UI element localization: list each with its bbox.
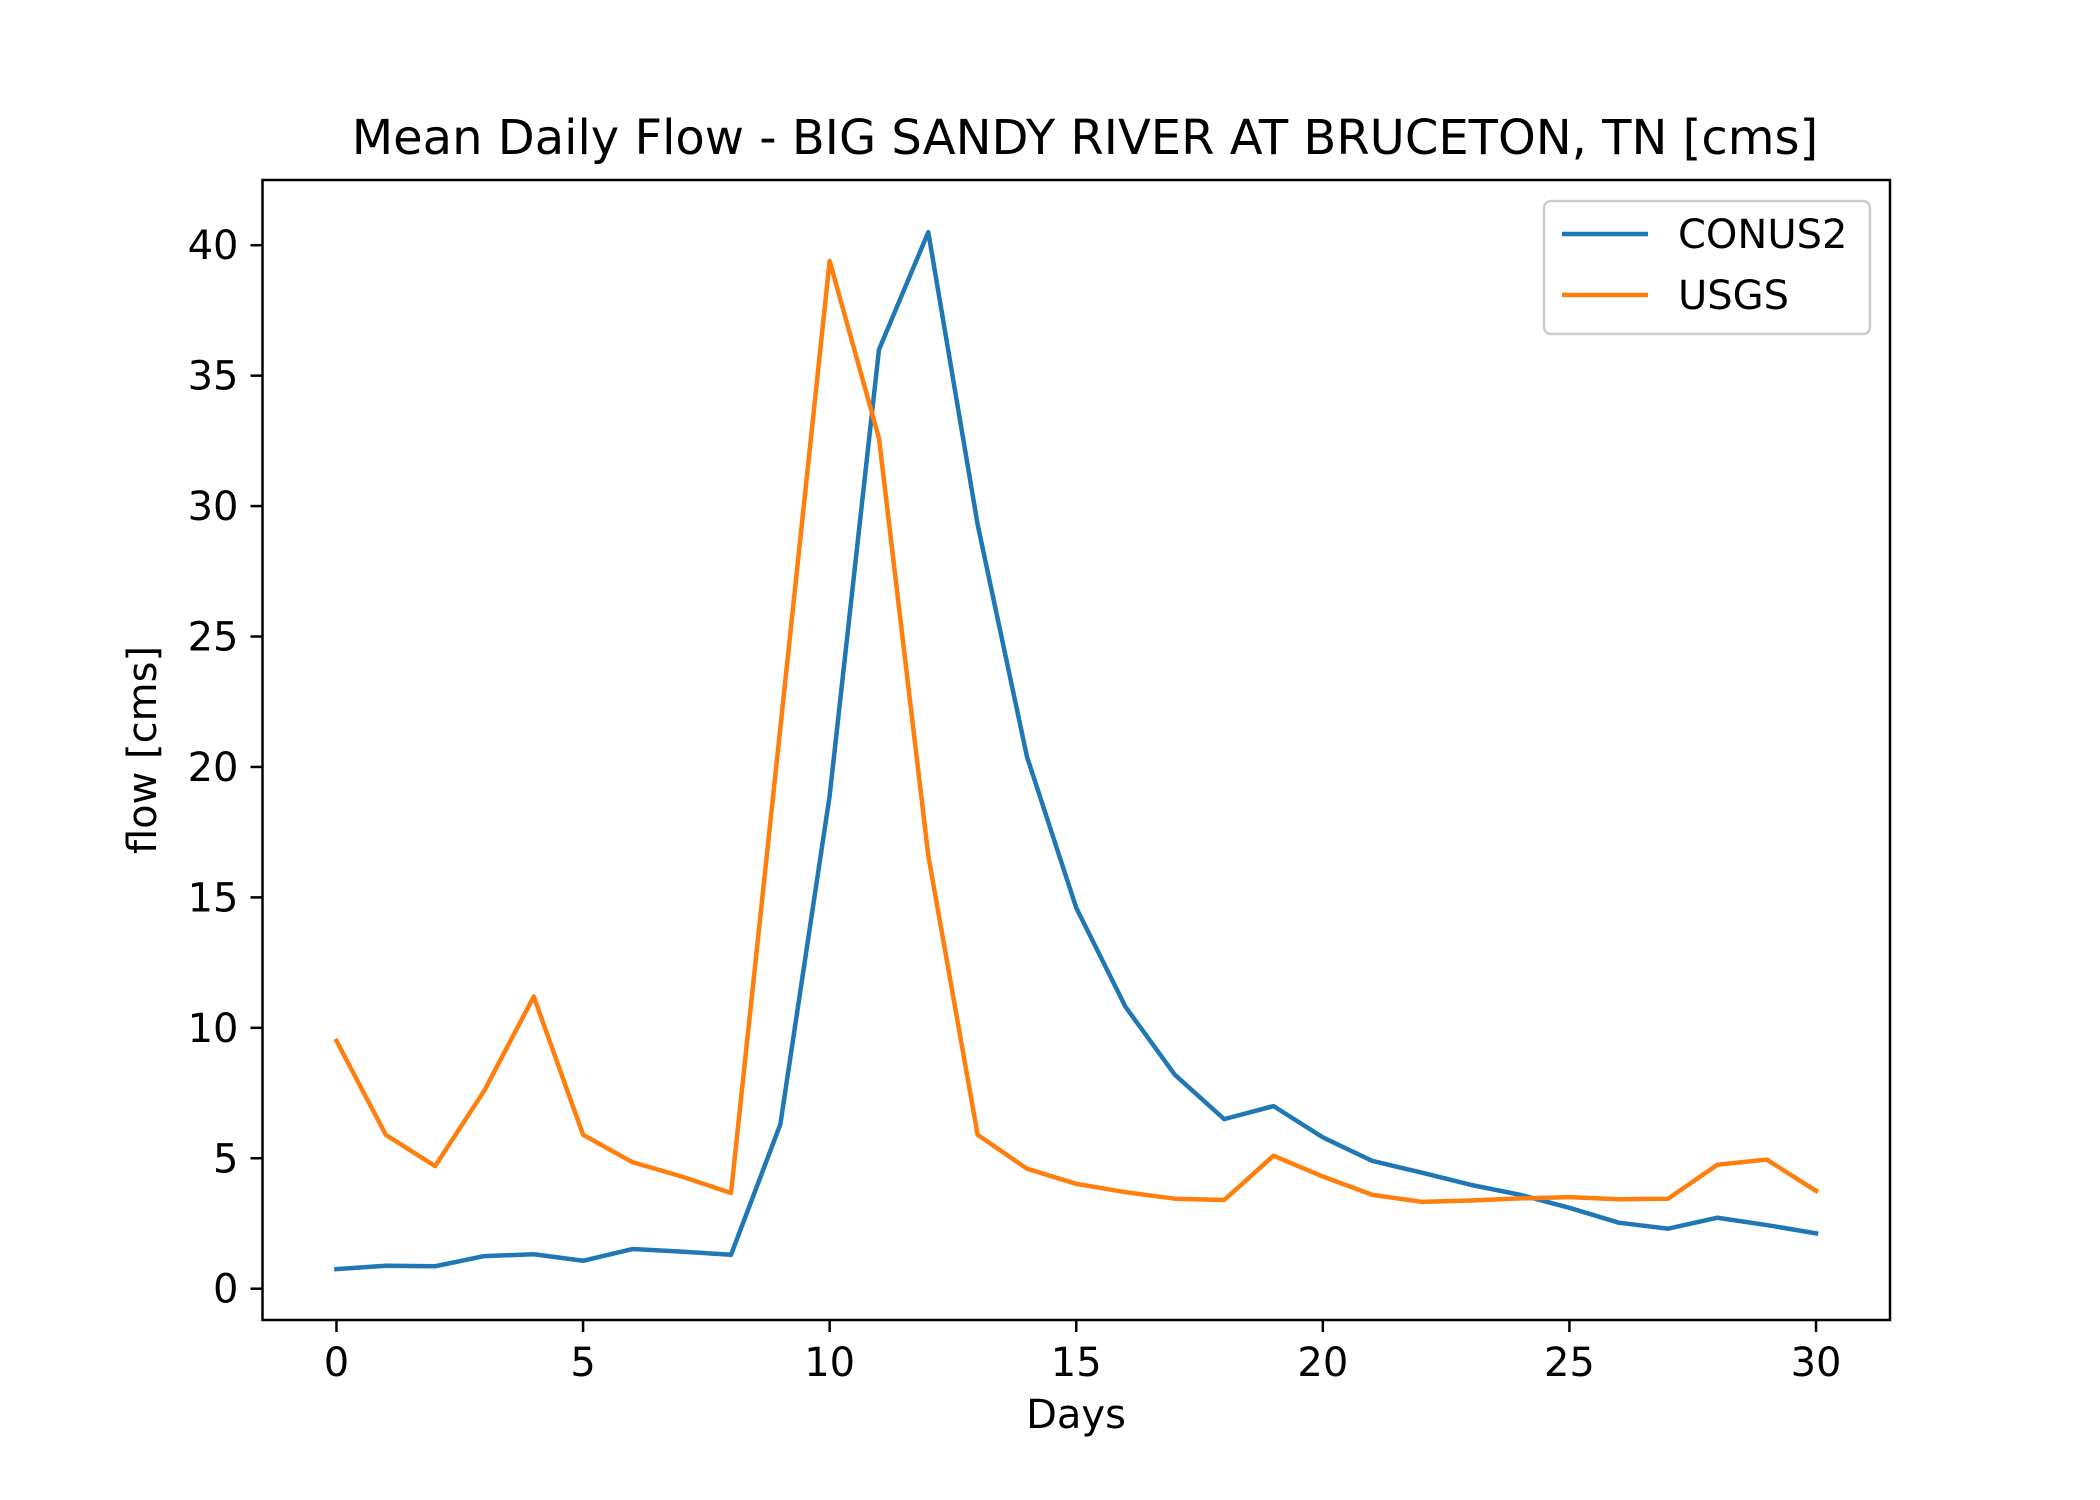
legend-label-usgs: USGS (1678, 273, 1789, 319)
y-tick-label: 10 (188, 1006, 239, 1052)
y-tick-label: 0 (213, 1267, 238, 1313)
y-axis-title: flow [cms] (120, 646, 166, 854)
series-line-usgs (333, 258, 1820, 1205)
x-tick-label: 30 (1791, 1340, 1842, 1386)
x-tick-label: 20 (1297, 1340, 1348, 1386)
series-line-conus2 (334, 229, 1819, 1272)
y-tick-label: 40 (188, 223, 239, 269)
legend-label-conus2: CONUS2 (1678, 212, 1847, 258)
y-axis-ticks: 0 5 10 15 20 25 30 35 40 (188, 223, 263, 1313)
chart-title: Mean Daily Flow - BIG SANDY RIVER AT BRU… (352, 110, 1819, 166)
x-tick-label: 25 (1544, 1340, 1595, 1386)
y-tick-label: 35 (188, 354, 239, 400)
y-tick-label: 30 (188, 484, 239, 530)
y-tick-label: 15 (188, 875, 239, 921)
x-tick-label: 15 (1051, 1340, 1102, 1386)
x-tick-label: 0 (324, 1340, 349, 1386)
y-tick-label: 5 (213, 1136, 238, 1182)
x-axis-title: Days (1026, 1392, 1126, 1438)
y-tick-label: 20 (188, 745, 239, 791)
plot-frame (261, 178, 1892, 1322)
plot-lines (333, 229, 1820, 1272)
x-tick-label: 10 (804, 1340, 855, 1386)
x-tick-label: 5 (570, 1340, 595, 1386)
x-axis-ticks: 0 5 10 15 20 25 30 (324, 1320, 1842, 1386)
legend: CONUS2 USGS (1542, 199, 1872, 336)
y-tick-label: 25 (188, 615, 239, 661)
